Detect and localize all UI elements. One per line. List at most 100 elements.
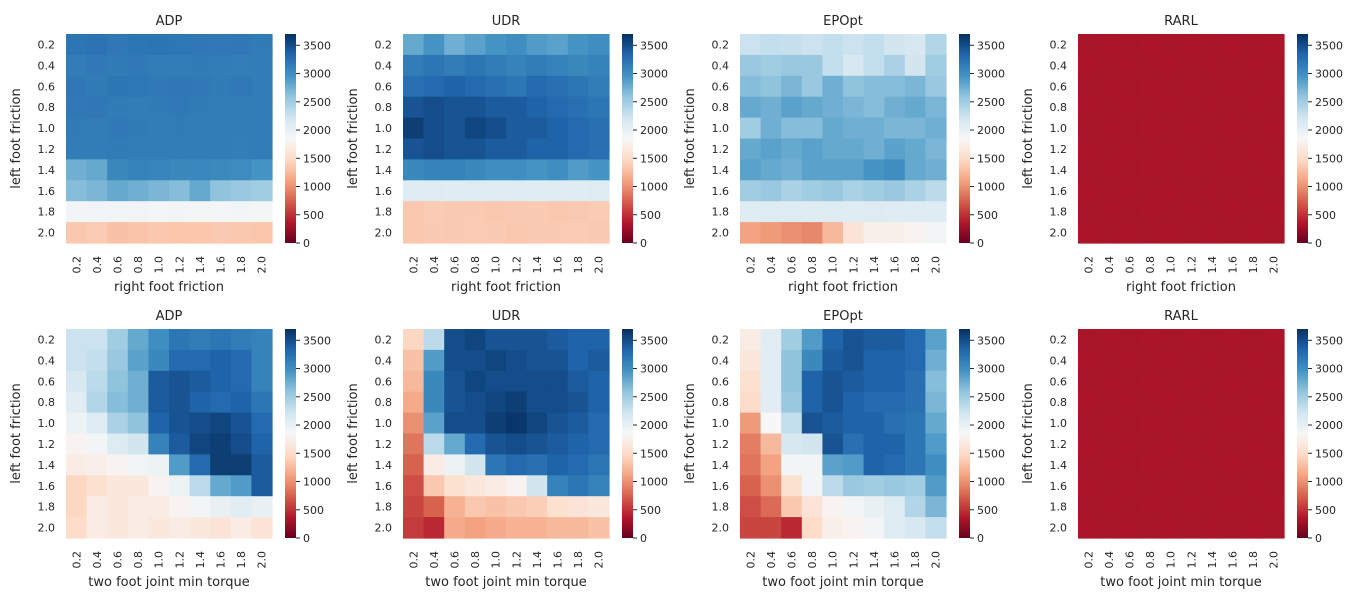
heatmap-cell bbox=[1201, 370, 1223, 393]
heatmap-cell bbox=[66, 496, 88, 518]
heatmap-cell bbox=[444, 349, 466, 372]
heatmap-cell bbox=[1139, 370, 1161, 393]
heatmap-cell bbox=[740, 75, 762, 98]
heatmap-cell bbox=[1098, 496, 1120, 518]
heatmap-cell bbox=[1098, 329, 1120, 351]
heatmap-cell bbox=[822, 222, 844, 244]
heatmap-cell bbox=[1119, 201, 1141, 223]
heatmap-cell bbox=[1098, 454, 1120, 476]
heatmap-cell bbox=[822, 370, 844, 393]
heatmap-cell bbox=[1078, 391, 1100, 414]
y-tick-label: 1.0 bbox=[712, 417, 730, 430]
y-tick-label: 0.6 bbox=[375, 375, 393, 388]
heatmap-cell bbox=[567, 329, 589, 351]
heatmap-cell bbox=[567, 475, 589, 497]
heatmap-cell bbox=[403, 34, 425, 56]
heatmap-cell bbox=[444, 201, 466, 223]
heatmap-cell bbox=[1160, 370, 1182, 393]
heatmap-cell bbox=[127, 496, 149, 518]
heatmap-cell bbox=[210, 391, 232, 414]
x-tick-label: 1.0 bbox=[490, 551, 503, 569]
heatmap-cell bbox=[1181, 433, 1203, 455]
heatmap-cell bbox=[1263, 329, 1285, 351]
heatmap-cell bbox=[251, 391, 273, 414]
y-tick-label: 0.8 bbox=[375, 101, 393, 114]
heatmap-cell bbox=[863, 159, 885, 181]
y-tick-label: 1.4 bbox=[38, 459, 56, 472]
heatmap-cell bbox=[66, 454, 88, 476]
heatmap-cell bbox=[485, 180, 507, 202]
heatmap-cell bbox=[822, 412, 844, 435]
heatmap-cell bbox=[863, 34, 885, 56]
heatmap-cell bbox=[66, 517, 88, 539]
x-tick-label: 2.0 bbox=[930, 551, 943, 569]
colorbar bbox=[1297, 329, 1308, 538]
heatmap-cell bbox=[1078, 517, 1100, 539]
x-tick-label: 0.4 bbox=[765, 551, 778, 569]
heatmap-cell bbox=[86, 54, 108, 77]
heatmap-cell bbox=[66, 180, 88, 202]
heatmap-cell bbox=[230, 391, 252, 414]
heatmap-cell bbox=[169, 475, 191, 497]
y-tick-label: 1.8 bbox=[38, 206, 56, 219]
heatmap-cell bbox=[107, 75, 129, 98]
heatmap-cell bbox=[66, 201, 88, 223]
heatmap-cell bbox=[107, 412, 129, 435]
heatmap-cell bbox=[189, 54, 211, 77]
heatmap-cell bbox=[148, 201, 170, 223]
heatmap-cell bbox=[66, 159, 88, 181]
x-tick-label: 1.2 bbox=[173, 551, 186, 569]
heatmap-cell bbox=[1263, 412, 1285, 435]
heatmap-cell bbox=[1242, 329, 1264, 351]
heatmap-cell bbox=[863, 180, 885, 202]
heatmap-cell bbox=[251, 34, 273, 56]
heatmap-cell bbox=[169, 391, 191, 414]
x-tick-label: 1.4 bbox=[194, 256, 207, 274]
heatmap-cell bbox=[1222, 222, 1244, 244]
x-tick-label: 1.0 bbox=[490, 256, 503, 274]
heatmap-cell bbox=[230, 180, 252, 202]
heatmap-cell bbox=[251, 201, 273, 223]
colorbar-tick-label: 0 bbox=[1315, 532, 1322, 545]
heatmap-cell bbox=[210, 159, 232, 181]
heatmap-cell bbox=[1242, 412, 1264, 435]
x-tick-label: 0.8 bbox=[132, 551, 145, 569]
heatmap-cell bbox=[884, 222, 906, 244]
heatmap-cell bbox=[464, 391, 486, 414]
heatmap-cell bbox=[127, 34, 149, 56]
heatmap-cell bbox=[801, 496, 823, 518]
heatmap-cell bbox=[251, 370, 273, 393]
heatmap-cell bbox=[1098, 201, 1120, 223]
heatmap-cell bbox=[925, 117, 947, 140]
heatmap-cell bbox=[526, 138, 548, 160]
heatmap-cell bbox=[588, 222, 610, 244]
heatmap-cell bbox=[884, 412, 906, 435]
heatmap-cell bbox=[781, 138, 803, 160]
heatmap-cell bbox=[127, 475, 149, 497]
heatmap-cell bbox=[210, 34, 232, 56]
heatmap-cell bbox=[1222, 391, 1244, 414]
heatmap-cell bbox=[1222, 159, 1244, 181]
colorbar bbox=[959, 34, 970, 243]
heatmap-cell bbox=[251, 96, 273, 119]
heatmap-cell bbox=[526, 180, 548, 202]
heatmap-cell bbox=[526, 433, 548, 455]
heatmap-cell bbox=[1139, 391, 1161, 414]
heatmap-cell bbox=[863, 329, 885, 351]
x-axis-label: right foot friction bbox=[788, 280, 898, 295]
heatmap-cell bbox=[1201, 75, 1223, 98]
heatmap-cell bbox=[506, 159, 528, 181]
heatmap-cell bbox=[230, 54, 252, 77]
x-tick-label: 1.8 bbox=[572, 551, 585, 569]
heatmap-cell bbox=[863, 496, 885, 518]
heatmap-cell bbox=[148, 412, 170, 435]
heatmap-cell bbox=[567, 117, 589, 140]
heatmap-cell bbox=[86, 454, 108, 476]
colorbar-tick-label: 2000 bbox=[640, 124, 668, 137]
heatmap-cell bbox=[210, 517, 232, 539]
heatmap-cell bbox=[66, 138, 88, 160]
heatmap-cell bbox=[66, 222, 88, 244]
heatmap-cell bbox=[547, 201, 569, 223]
heatmap-cell bbox=[169, 138, 191, 160]
x-tick-label: 1.6 bbox=[552, 256, 565, 274]
